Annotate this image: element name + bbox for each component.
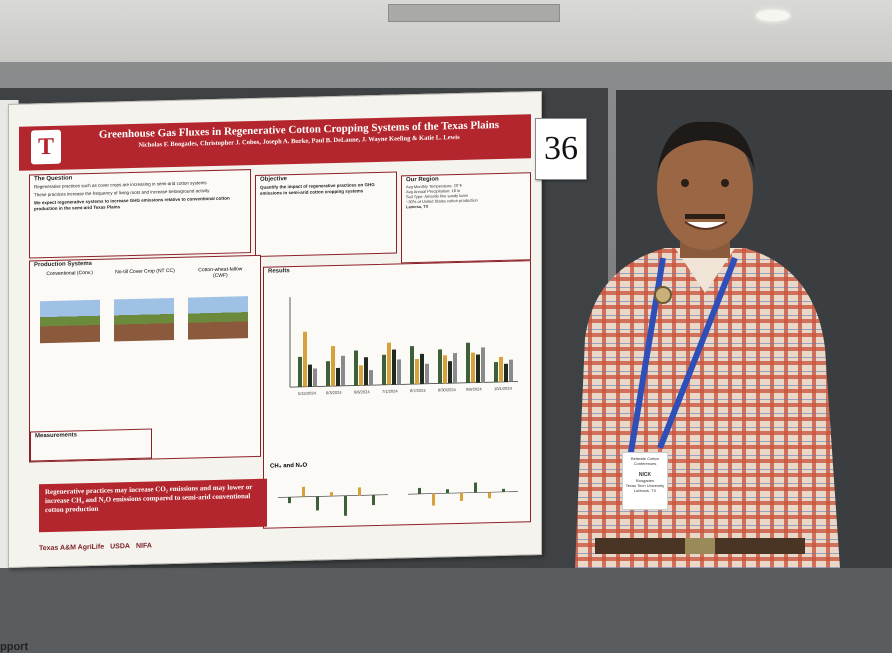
small-chart-bar: [460, 492, 463, 501]
chart-bar: [364, 357, 368, 386]
chart-bar: [392, 349, 396, 385]
chart-date-label: 9/8/2024: [466, 386, 482, 391]
poster-title-band: T Greenhouse Gas Fluxes in Regenerative …: [19, 114, 531, 171]
objective-text: Quantify the impact of regenerative prac…: [260, 182, 375, 196]
results-section: Results 5/15/2024 6/3/2024 6/6/2024 7/1/202…: [263, 260, 531, 529]
chart-bar: [499, 356, 503, 383]
chart-date-label: 8/7/2024: [410, 388, 426, 393]
conclusion-banner: Regenerative practices may increase CO₂ …: [39, 478, 267, 533]
small-chart-bar: [446, 489, 449, 494]
ceiling: [0, 0, 892, 62]
system-label: Conventional (Conv.): [46, 269, 93, 278]
chart-bar: [494, 362, 498, 383]
ceiling-light: [756, 10, 790, 21]
small-chart-bar: [288, 497, 291, 504]
chart-bar: [443, 355, 447, 384]
chart-bar: [509, 359, 513, 382]
research-poster: T Greenhouse Gas Fluxes in Regenerative …: [8, 90, 542, 569]
ch4-n2o-chart: [278, 482, 518, 516]
chart-bar: [471, 352, 475, 383]
chart-bar: [313, 368, 317, 387]
chart-bar: [303, 331, 307, 387]
chart-bar: [476, 354, 480, 383]
sponsor-logo: Texas A&M AgriLife: [39, 543, 105, 552]
chart-bar: [382, 354, 386, 385]
small-chart-bar: [330, 492, 333, 497]
small-chart-bar: [358, 487, 361, 496]
chart-bar: [341, 355, 345, 386]
system-label: No-till Cover Crop (NT CC): [115, 267, 175, 276]
field-photo: [114, 297, 174, 342]
question-section: The Question Regenerative practices such…: [29, 169, 251, 259]
region-section: Our Region Avg Monthly Temperature: 20°F…: [401, 172, 531, 264]
chart-date-label: 5/15/2024: [298, 390, 317, 395]
co2-flux-chart: 5/15/2024 6/3/2024 6/6/2024 7/1/2024 8/7/202…: [289, 297, 518, 396]
chart-date-label: 10/1/2024: [494, 386, 513, 391]
chart-bar: [354, 350, 358, 386]
university-logo: T: [31, 129, 61, 165]
chart-bar: [453, 353, 457, 384]
objective-section: Objective Quantify the impact of regener…: [255, 171, 397, 257]
ceiling-vent: [388, 4, 560, 22]
chart-bar: [336, 367, 340, 386]
small-chart-bar: [372, 495, 375, 506]
chart-bar: [298, 356, 302, 387]
small-chart-bar: [344, 495, 347, 516]
small-chart-bar: [488, 492, 491, 499]
chart-bar: [466, 342, 470, 383]
chart-bar: [438, 349, 442, 384]
chart-bar: [504, 363, 508, 382]
badge-org: Texas Tech University: [625, 483, 665, 488]
badge-first-name: NICK: [638, 472, 652, 478]
small-chart-bar: [474, 482, 477, 493]
chart-bar: [369, 370, 373, 386]
small-chart-bar: [316, 496, 319, 511]
chart-bar: [448, 361, 452, 384]
small-chart-bar: [418, 487, 421, 494]
production-systems-section: Production Systems Conventional (Conv.) …: [29, 254, 261, 463]
measurements-section: Measurements: [30, 428, 152, 462]
sponsor-logos: Texas A&M AgriLife USDA NIFA: [39, 531, 269, 561]
chart-bar: [410, 346, 414, 385]
chart-bar: [425, 363, 429, 384]
badge-last-name: Boogades: [635, 478, 654, 483]
measurements-heading: Measurements: [35, 432, 78, 440]
sponsor-logo: NIFA: [135, 541, 152, 550]
chart-bar: [331, 346, 335, 387]
chart-bar: [397, 359, 401, 385]
chart-date-label: 7/1/2024: [382, 388, 398, 393]
chart-date-label: 6/3/2024: [326, 390, 342, 395]
results-heading: Results: [268, 268, 290, 275]
chart-bar: [415, 358, 419, 385]
chart-bar: [420, 353, 424, 384]
chart-bar: [359, 365, 363, 386]
presenter-person: [575, 121, 840, 568]
badge-conference: Beltwide Cotton Conferences: [630, 456, 659, 466]
small-chart-bar: [502, 488, 505, 492]
name-badge: Beltwide Cotton Conferences NICK Boogade…: [622, 452, 668, 510]
chart-date-label: 6/6/2024: [354, 389, 370, 394]
chart-bar: [481, 347, 485, 383]
badge-city: Lubbock, TX: [633, 488, 657, 493]
chart-bar: [308, 364, 312, 387]
ch4-n2o-label: CH₄ and N₂O: [270, 462, 308, 470]
adjacent-poster-text: pport: [0, 641, 29, 653]
chart-bar: [387, 342, 391, 385]
chart-date-label: 8/30/2024: [438, 387, 457, 392]
small-chart-bar: [432, 493, 435, 506]
field-photo: [188, 296, 248, 340]
chart-bar: [326, 361, 330, 387]
small-chart-bar: [302, 486, 305, 497]
field-photo: [40, 299, 100, 344]
sponsor-logo: USDA: [110, 542, 130, 551]
system-label: Cotton-wheat-fallow (CWF): [198, 266, 243, 279]
booth-number-card: 36: [535, 118, 587, 180]
